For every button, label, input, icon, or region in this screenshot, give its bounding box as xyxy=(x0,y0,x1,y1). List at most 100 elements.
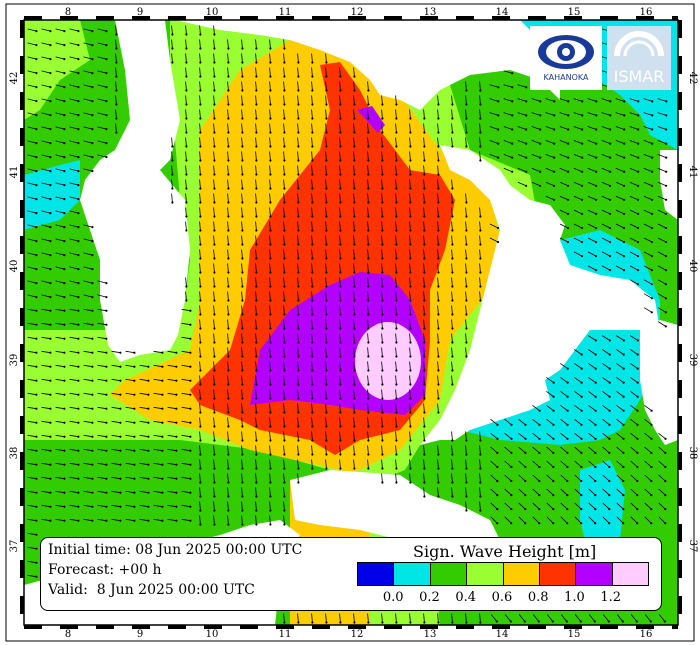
wave-arrow-head xyxy=(189,477,192,480)
wave-arrow xyxy=(167,476,177,480)
wave-arrow-head xyxy=(147,435,150,438)
wave-arrow xyxy=(518,488,526,496)
wave-arrow xyxy=(423,123,425,133)
wave-arrow xyxy=(55,294,65,298)
wave-arrow-head xyxy=(171,187,174,190)
wave-arrow-head xyxy=(608,367,611,370)
wave-arrow-head xyxy=(77,282,80,285)
wave-arrow-head xyxy=(636,508,639,511)
wave-arrow-head xyxy=(227,439,230,442)
wave-arrow xyxy=(588,404,596,412)
wave-arrow xyxy=(560,432,568,440)
wave-arrow xyxy=(41,84,51,88)
wave-arrow xyxy=(97,70,107,74)
wave-arrow-head xyxy=(511,114,514,117)
wave-arrow xyxy=(227,445,229,455)
wave-arrow xyxy=(573,154,583,158)
wave-arrow xyxy=(601,195,611,201)
wave-arrow-head xyxy=(636,339,639,342)
lon-label: 15 xyxy=(568,629,581,640)
wave-arrow xyxy=(269,221,271,231)
wave-arrow-head xyxy=(609,100,612,103)
wave-arrow-head xyxy=(353,467,356,470)
wave-arrow xyxy=(560,404,568,412)
wave-arrow-head xyxy=(241,117,244,120)
wave-arrow-head xyxy=(381,201,384,204)
wave-arrow xyxy=(227,151,229,161)
wave-arrow-head xyxy=(339,229,342,232)
wave-arrow xyxy=(111,406,121,410)
wave-arrow xyxy=(27,532,37,536)
wave-arrow-head xyxy=(49,170,52,173)
wave-arrow xyxy=(297,95,299,105)
legend-swatch xyxy=(467,563,504,585)
wave-arrow xyxy=(437,165,439,175)
wave-arrow xyxy=(227,123,229,133)
wave-arrow xyxy=(353,613,355,623)
wave-arrow-head xyxy=(465,621,468,624)
wave-arrow xyxy=(41,294,51,298)
wave-arrow xyxy=(479,445,481,455)
wave-arrow xyxy=(213,431,215,441)
wave-arrow-head xyxy=(567,212,570,215)
wave-arrow-head xyxy=(311,243,314,246)
wave-arrow xyxy=(423,137,425,147)
wave-arrow-head xyxy=(119,393,122,396)
wave-arrow xyxy=(602,446,610,454)
wave-arrow-head xyxy=(77,491,80,494)
wave-arrow xyxy=(643,140,653,144)
wave-arrow-head xyxy=(283,215,286,218)
wave-arrow xyxy=(227,193,229,203)
wave-arrow-head xyxy=(283,159,286,162)
wave-arrow-head xyxy=(353,215,356,218)
wave-arrow xyxy=(489,98,499,102)
wave-arrow xyxy=(41,224,51,228)
legend-tick-label: 0.8 xyxy=(527,590,549,605)
border-tick xyxy=(312,625,330,629)
wave-arrow xyxy=(588,502,596,510)
wave-arrow xyxy=(423,375,425,385)
wave-arrow xyxy=(451,235,453,245)
wave-arrow xyxy=(644,418,652,426)
wave-arrow xyxy=(409,249,411,259)
wave-arrow xyxy=(283,221,285,231)
wave-arrow-head xyxy=(213,187,216,190)
wave-arrow xyxy=(27,42,37,46)
wave-arrow xyxy=(367,137,369,147)
wave-arrow-head xyxy=(623,212,626,215)
wave-arrow-head xyxy=(227,299,230,302)
wave-arrow xyxy=(213,123,215,133)
wave-arrow xyxy=(339,235,341,245)
wave-arrow-head xyxy=(227,61,230,64)
wave-arrow-head xyxy=(311,173,314,176)
wave-arrow-head xyxy=(353,285,356,288)
wave-arrow xyxy=(629,265,639,271)
wave-arrow-head xyxy=(63,128,66,131)
wave-arrow-head xyxy=(63,323,66,326)
wave-arrow-head xyxy=(213,145,216,148)
border-tick xyxy=(678,452,682,470)
wave-arrow-head xyxy=(437,411,440,414)
border-tick xyxy=(678,164,682,182)
wave-arrow xyxy=(602,488,610,496)
wave-arrow xyxy=(395,179,397,189)
wave-arrow xyxy=(437,473,439,483)
wave-arrow xyxy=(574,418,582,426)
wave-arrow-head xyxy=(465,439,468,442)
wave-arrow-head xyxy=(297,271,300,274)
wave-arrow xyxy=(325,277,327,287)
wave-arrow xyxy=(41,308,51,312)
border-tick xyxy=(204,16,222,20)
wave-arrow-head xyxy=(622,451,625,454)
wave-arrow-head xyxy=(269,257,272,260)
wave-arrow-head xyxy=(91,365,94,368)
wave-arrow-head xyxy=(479,621,482,624)
wave-arrow-head xyxy=(651,100,654,103)
wave-arrow-head xyxy=(241,495,244,498)
wave-arrow-head xyxy=(325,299,328,302)
logo-kahanoka: KAHANOKA xyxy=(530,26,602,90)
wave-arrow xyxy=(41,336,51,340)
wave-arrow xyxy=(83,266,93,270)
wave-arrow-head xyxy=(227,159,230,162)
wave-arrow xyxy=(657,167,667,173)
